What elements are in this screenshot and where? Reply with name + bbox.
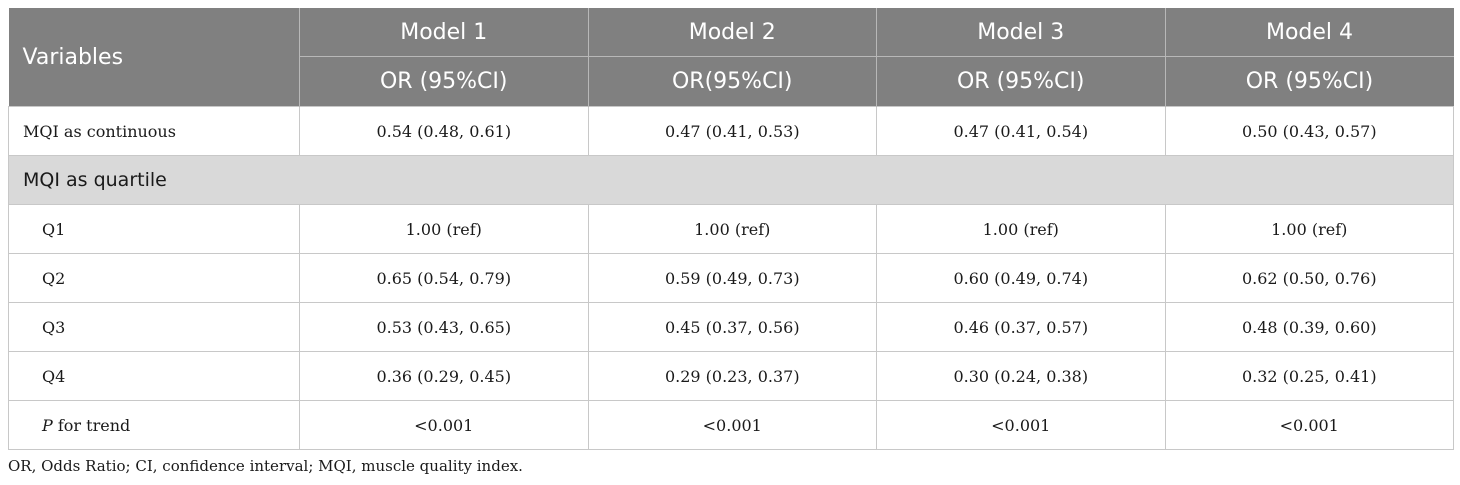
results-table: Variables Model 1 Model 2 Model 3 Model … <box>8 8 1454 450</box>
model-1-header: Model 1 <box>299 8 589 57</box>
table-cell: 0.36 (0.29, 0.45) <box>299 351 589 401</box>
table-header: Variables Model 1 Model 2 Model 3 Model … <box>8 8 1454 107</box>
table-cell: 0.65 (0.54, 0.79) <box>299 253 589 303</box>
or-header-model-3: OR (95%CI) <box>876 56 1166 107</box>
or-header-model-1: OR (95%CI) <box>299 56 589 107</box>
table-row-continuous: MQI as continuous 0.54 (0.48, 0.61) 0.47… <box>8 106 1454 156</box>
table-cell: <0.001 <box>299 400 589 450</box>
table-row-q2: Q2 0.65 (0.54, 0.79) 0.59 (0.49, 0.73) 0… <box>8 253 1454 303</box>
table-cell: 1.00 (ref) <box>587 204 877 254</box>
row-label: Q3 <box>8 302 300 352</box>
table-cell: 0.45 (0.37, 0.56) <box>587 302 877 352</box>
row-label: Q1 <box>8 204 300 254</box>
table-footnote: OR, Odds Ratio; CI, confidence interval;… <box>8 457 523 475</box>
table-cell: 0.62 (0.50, 0.76) <box>1164 253 1454 303</box>
table-cell: 0.47 (0.41, 0.54) <box>876 106 1166 156</box>
trend-label-text: for trend <box>52 415 131 435</box>
model-4-header: Model 4 <box>1165 8 1454 57</box>
table-row-q3: Q3 0.53 (0.43, 0.65) 0.45 (0.37, 0.56) 0… <box>8 302 1454 352</box>
row-label: Q2 <box>8 253 300 303</box>
table-body: MQI as continuous 0.54 (0.48, 0.61) 0.47… <box>8 106 1454 450</box>
table-cell: 0.46 (0.37, 0.57) <box>876 302 1166 352</box>
table-cell: 1.00 (ref) <box>1164 204 1454 254</box>
table-cell: 0.48 (0.39, 0.60) <box>1164 302 1454 352</box>
row-label: Q4 <box>8 351 300 401</box>
row-label: P for trend <box>8 400 300 450</box>
table-cell: 0.54 (0.48, 0.61) <box>299 106 589 156</box>
table-cell: <0.001 <box>1164 400 1454 450</box>
variables-header: Variables <box>8 8 300 107</box>
or-header-model-2: OR(95%CI) <box>588 56 877 107</box>
table-cell: 0.60 (0.49, 0.74) <box>876 253 1166 303</box>
table-row-trend: P for trend <0.001 <0.001 <0.001 <0.001 <box>8 400 1454 450</box>
table-cell: 0.50 (0.43, 0.57) <box>1164 106 1454 156</box>
model-3-header: Model 3 <box>876 8 1166 57</box>
table-row-q1: Q1 1.00 (ref) 1.00 (ref) 1.00 (ref) 1.00… <box>8 204 1454 254</box>
row-label: MQI as continuous <box>8 106 300 156</box>
table-cell: <0.001 <box>587 400 877 450</box>
table-cell: 1.00 (ref) <box>876 204 1166 254</box>
header-row-models: Variables Model 1 Model 2 Model 3 Model … <box>8 8 1454 107</box>
table-cell: 0.47 (0.41, 0.53) <box>587 106 877 156</box>
table-cell: <0.001 <box>876 400 1166 450</box>
table-cell: 1.00 (ref) <box>299 204 589 254</box>
table-row-q4: Q4 0.36 (0.29, 0.45) 0.29 (0.23, 0.37) 0… <box>8 351 1454 401</box>
p-symbol: P <box>42 415 53 435</box>
section-label: MQI as quartile <box>8 155 1454 205</box>
model-2-header: Model 2 <box>588 8 877 57</box>
table-cell: 0.53 (0.43, 0.65) <box>299 302 589 352</box>
table-cell: 0.29 (0.23, 0.37) <box>587 351 877 401</box>
header-row-or: OR (95%CI) OR(95%CI) OR (95%CI) OR (95%C… <box>9 56 1454 107</box>
table-cell: 0.59 (0.49, 0.73) <box>587 253 877 303</box>
table-cell: 0.32 (0.25, 0.41) <box>1164 351 1454 401</box>
section-row-quartile: MQI as quartile <box>8 155 1454 205</box>
table-cell: 0.30 (0.24, 0.38) <box>876 351 1166 401</box>
or-header-model-4: OR (95%CI) <box>1165 56 1454 107</box>
